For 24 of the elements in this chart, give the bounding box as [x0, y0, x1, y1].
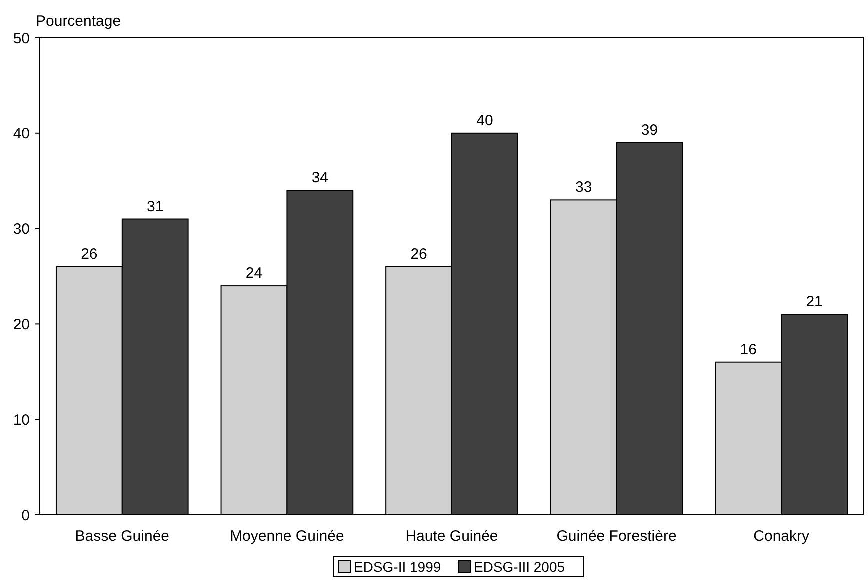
data-label: 40	[476, 112, 494, 130]
y-tick-label: 10	[13, 412, 30, 429]
x-tick-label: Haute Guinée	[406, 528, 498, 545]
data-label: 34	[312, 170, 329, 187]
y-tick-label: 50	[13, 30, 30, 48]
data-label: 24	[246, 265, 263, 282]
x-tick-label: Moyenne Guinée	[230, 528, 344, 545]
x-tick-label: Conakry	[754, 528, 810, 545]
data-label: 26	[81, 246, 98, 263]
data-label: 31	[147, 198, 164, 216]
data-label: 39	[641, 122, 658, 139]
data-label: 33	[575, 179, 592, 196]
y-tick-label: 0	[22, 507, 30, 524]
legend-label: EDSG-II 1999	[354, 559, 442, 575]
data-label: 21	[806, 294, 823, 311]
data-label: 26	[410, 246, 428, 263]
data-label: 16	[740, 341, 757, 358]
y-tick-label: 20	[13, 316, 30, 334]
legend-label: EDSG-III 2005	[474, 559, 566, 575]
y-tick-label: 40	[13, 126, 30, 143]
y-tick-label: 30	[13, 221, 30, 238]
y-axis-title: Pourcentage	[36, 13, 122, 30]
x-tick-label: Guinée Forestière	[556, 528, 677, 545]
x-tick-label: Basse Guinée	[75, 528, 170, 545]
